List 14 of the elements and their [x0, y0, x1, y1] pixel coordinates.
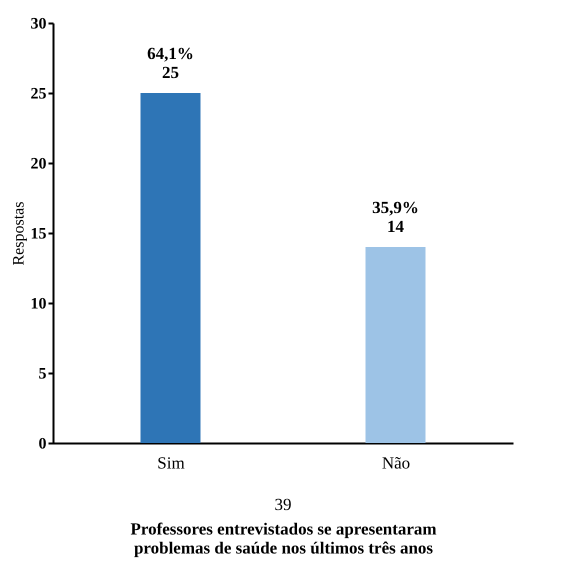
y-tick-label: 20 [30, 156, 46, 172]
y-tick-label: 25 [30, 86, 46, 102]
x-tick-label: Sim [157, 454, 185, 472]
y-tick-label: 0 [38, 436, 46, 452]
text: 39 [274, 495, 292, 514]
x-axis-title: Professores entrevistados se apresentaram problemas de saúde nos últimos três anos [130, 520, 437, 558]
y-tick-label: 30 [30, 16, 46, 32]
x-tick-label: Não [382, 454, 410, 472]
y-tick-label: 15 [30, 226, 46, 242]
y-tick-label: 10 [30, 296, 46, 312]
y-axis-title: Respostas [10, 202, 28, 266]
data-label: 64,1% 25 [147, 44, 194, 82]
y-tick-label: 5 [38, 366, 46, 382]
data-label: 35,9% 14 [372, 198, 419, 236]
